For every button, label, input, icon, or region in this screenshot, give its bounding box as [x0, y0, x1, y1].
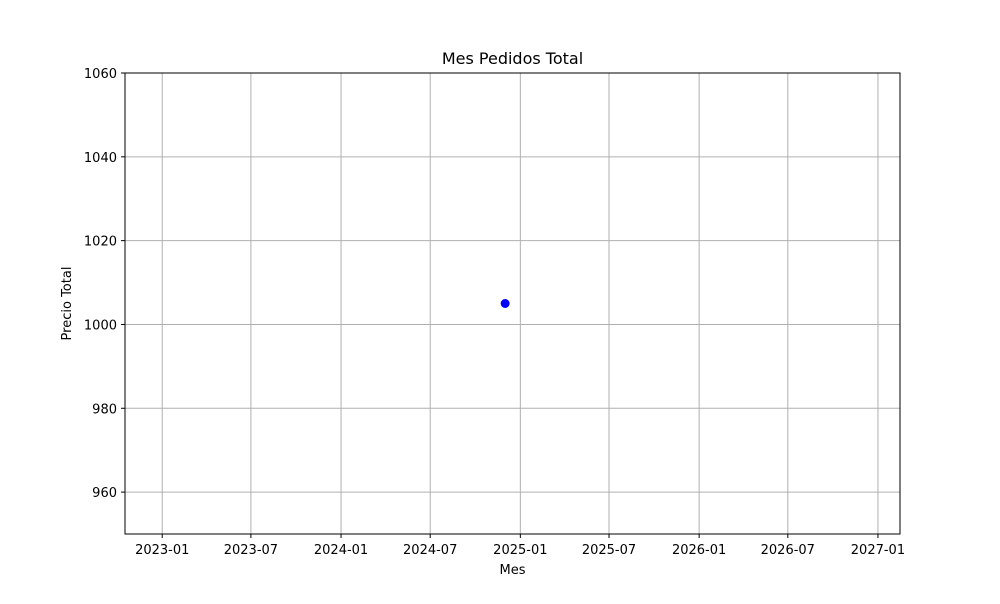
x-tick-label: 2024-01 — [314, 543, 368, 558]
x-tick-label: 2024-07 — [403, 543, 457, 558]
grid-lines — [125, 72, 900, 534]
axis-ticks: 2023-01 2023-07 2024-01 2024-07 2025-01 2025-… — [84, 67, 905, 558]
x-tick-label: 2026-07 — [761, 543, 815, 558]
plot-frame — [124, 72, 901, 535]
x-tick-label: 2023-07 — [224, 543, 278, 558]
data-point — [500, 299, 510, 308]
y-tick-label: 960 — [92, 486, 117, 501]
x-axis-label: Mes — [500, 563, 526, 578]
y-axis-label: Precio Total — [60, 267, 75, 341]
data-points — [500, 299, 510, 308]
chart-title: Mes Pedidos Total — [442, 49, 583, 68]
y-tick-label: 1060 — [84, 67, 117, 82]
y-tick-label: 1000 — [84, 318, 117, 333]
x-tick-label: 2025-01 — [493, 543, 547, 558]
x-tick-label: 2023-01 — [135, 543, 189, 558]
x-tick-label: 2025-07 — [582, 543, 636, 558]
y-tick-label: 1040 — [84, 151, 117, 166]
x-tick-label: 2027-01 — [851, 543, 905, 558]
y-tick-label: 1020 — [84, 235, 117, 250]
x-tick-label: 2026-01 — [672, 543, 726, 558]
y-tick-label: 980 — [92, 402, 117, 417]
